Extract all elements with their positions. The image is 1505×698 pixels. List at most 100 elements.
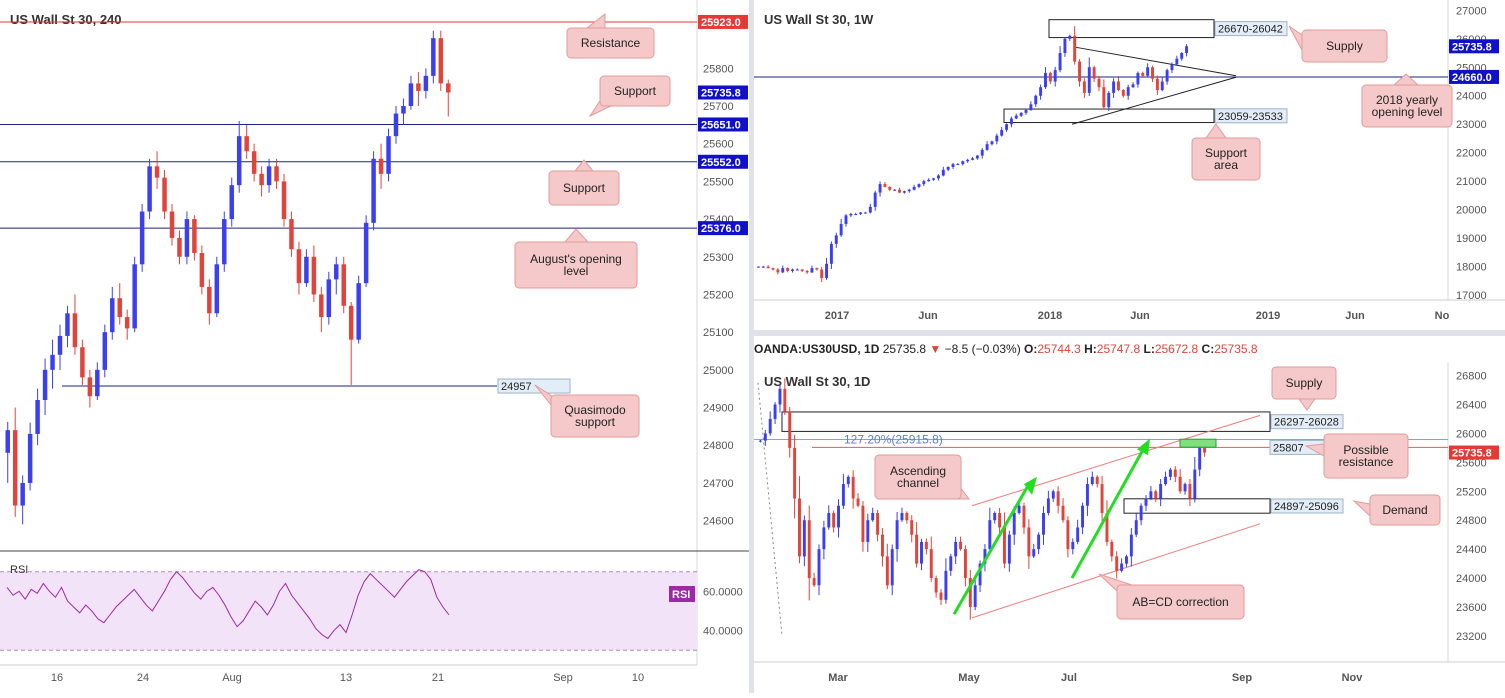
- h4-candle: [319, 294, 324, 318]
- w1-candle: [1014, 115, 1018, 119]
- w1-candle: [936, 175, 940, 179]
- w1-candle: [1141, 72, 1145, 76]
- d1-candle: [968, 578, 972, 607]
- w1-candle: [1146, 67, 1150, 76]
- price-tick-label: 24900: [703, 403, 734, 415]
- w1-candle: [1000, 129, 1004, 136]
- w1-candle: [1082, 81, 1086, 93]
- w1-candle: [898, 189, 901, 193]
- w1-candle: [941, 169, 945, 176]
- price-tick-label: 24600: [703, 516, 734, 528]
- level-price-tag-text: 25552.0: [701, 157, 741, 169]
- bottom-right-chart-panel[interactable]: OANDA:US30USD, 1D 25735.8 ▼ −8.5 (−0.03%…: [754, 336, 1505, 693]
- d1-candle: [1129, 534, 1133, 557]
- time-tick-label: 13: [340, 672, 352, 684]
- w1-candle: [1034, 95, 1038, 105]
- price-tick-label: 22000: [1456, 148, 1487, 160]
- price-tick-label: 18000: [1456, 262, 1487, 274]
- h4-candle: [162, 177, 167, 212]
- w1-candle: [805, 270, 809, 273]
- h4-candle: [12, 430, 18, 506]
- daily-chart-svg[interactable]: OANDA:US30USD, 1D 25735.8 ▼ −8.5 (−0.03%…: [754, 336, 1505, 693]
- h4-candle: [27, 433, 33, 483]
- price-tick-label: 25300: [703, 252, 734, 264]
- time-tick-label: 21: [432, 672, 444, 684]
- price-tick-label: 26400: [1456, 399, 1487, 411]
- h4-candle: [266, 166, 272, 186]
- fib-label: 127.20%(25915.8): [844, 433, 943, 447]
- w1-candle: [946, 166, 950, 170]
- open-value: 25744.3: [1037, 342, 1084, 356]
- open-label: O:: [1024, 342, 1037, 356]
- rsi-tick-label: 40.0000: [703, 626, 743, 638]
- h4-candle: [65, 313, 70, 336]
- change-value: −8.5 (−0.03%): [945, 342, 1024, 356]
- yearly-open-note-text: opening level: [1372, 105, 1443, 119]
- august-opening-note-box: [514, 241, 638, 289]
- w1-candle: [873, 192, 877, 207]
- time-tick-label: Jun: [918, 310, 938, 322]
- d1-candle: [1071, 541, 1075, 550]
- w1-candle: [776, 269, 780, 273]
- w1-candle: [927, 179, 931, 182]
- w1-candle: [1019, 112, 1023, 116]
- w1-candle: [781, 268, 785, 273]
- d1-candle: [773, 404, 777, 419]
- d1-candle: [1100, 484, 1104, 513]
- top-right-chart-panel[interactable]: US Wall St 30, 1W27000260002500024000230…: [754, 0, 1505, 330]
- w1-candle: [1102, 87, 1106, 108]
- d1-candle: [929, 549, 933, 579]
- w1-candle: [1165, 70, 1169, 82]
- w1-candle: [1068, 35, 1072, 39]
- w1-candle: [971, 158, 974, 160]
- d1-candle: [871, 512, 875, 521]
- price-tick-label: 23600: [1456, 602, 1487, 614]
- h4-candle: [296, 249, 302, 284]
- w1-candle: [795, 269, 799, 271]
- time-tick-label: Sep: [1232, 672, 1252, 684]
- price-tick-label: 24800: [1456, 515, 1487, 527]
- d1-candle: [841, 484, 845, 506]
- d1-candle: [934, 578, 938, 593]
- support-note-1-text: Support: [614, 84, 657, 98]
- channel-note-text: channel: [897, 476, 939, 490]
- left-chart-panel[interactable]: US Wall St 30, 240 25800 25700 25600 25500 25…: [0, 0, 749, 693]
- h4-candle: [423, 75, 429, 91]
- d1-candle: [924, 541, 928, 550]
- target-highlight: [1179, 438, 1217, 448]
- d1-candle: [1159, 484, 1163, 499]
- w1-candle: [815, 268, 819, 270]
- h4-candle: [147, 166, 152, 212]
- quasimodo-tag-text: 24957: [501, 381, 532, 393]
- time-tick-label: 2017: [825, 310, 849, 322]
- d1-candle: [1095, 476, 1099, 485]
- price-tick-label: 25700: [703, 101, 734, 113]
- w1-candle: [985, 144, 989, 150]
- d1-candle: [1066, 520, 1070, 550]
- w1-candle: [756, 266, 760, 268]
- d1-candle: [998, 512, 1002, 528]
- weekly-chart-svg[interactable]: US Wall St 30, 1W27000260002500024000230…: [754, 0, 1505, 330]
- time-tick-label: Sep: [553, 672, 573, 684]
- left-chart-svg[interactable]: US Wall St 30, 240 25800 25700 25600 25500 25…: [0, 0, 749, 693]
- h4-candle: [393, 113, 399, 137]
- d1-candle: [993, 512, 997, 521]
- h4-candle: [35, 400, 40, 434]
- h4-candle: [341, 264, 346, 306]
- price-tick-label: 20000: [1456, 205, 1487, 217]
- d1-candle: [1056, 491, 1060, 506]
- h4-candle: [184, 219, 190, 257]
- green-arrow-ab-head: [1024, 476, 1037, 495]
- quasimodo-note-text: support: [575, 415, 616, 429]
- w1-candle: [1053, 70, 1057, 82]
- d1-candle: [959, 541, 963, 550]
- price-tick-label: 25500: [703, 176, 734, 188]
- d1-candle: [763, 433, 767, 441]
- d1-candle: [1042, 512, 1045, 535]
- w1-candle: [1126, 87, 1130, 96]
- d1-candle: [1193, 469, 1197, 499]
- price-tick-label: 26800: [1456, 371, 1487, 383]
- yearly-open-tag-text: 24660.0: [1452, 72, 1492, 84]
- w1-candle: [902, 191, 906, 193]
- d1-candle: [905, 512, 909, 521]
